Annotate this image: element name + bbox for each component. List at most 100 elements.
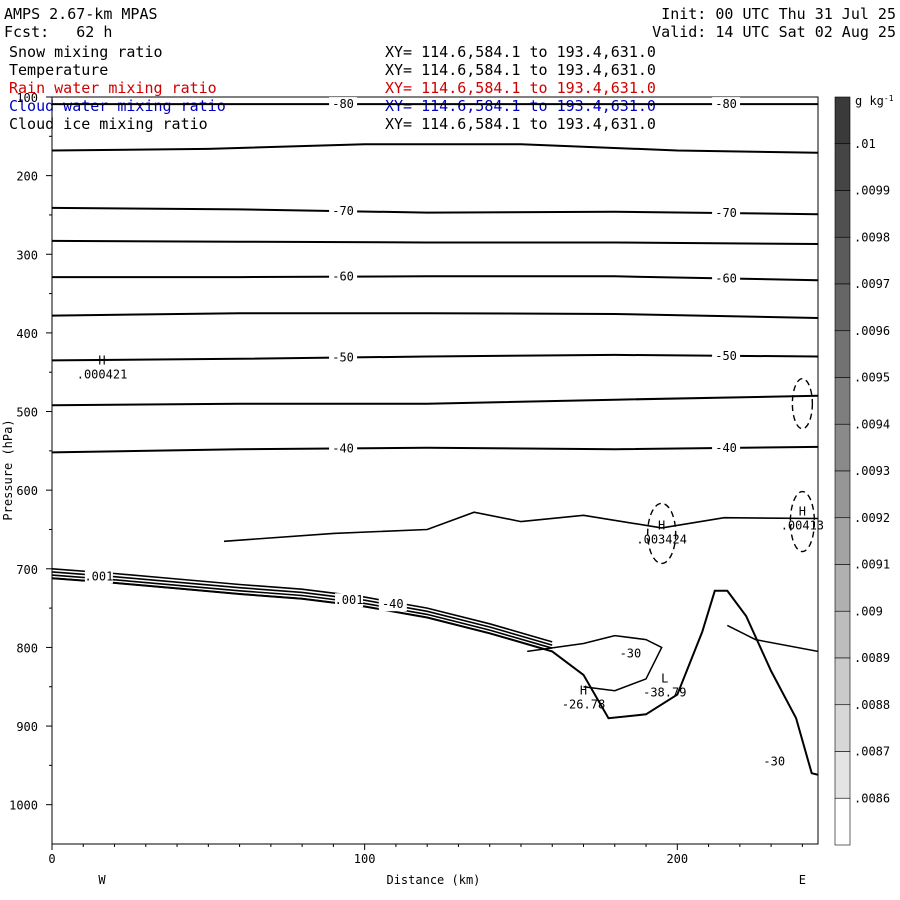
- colorbar-swatch: [834, 190, 851, 238]
- isotherm-label-bg: [329, 204, 358, 219]
- isotherm-label: -60: [332, 270, 354, 284]
- forecast-hour: Fcst: 62 h: [4, 23, 113, 41]
- field-name: Rain water mixing ratio: [9, 79, 217, 97]
- colorbar-label: .0089: [854, 651, 890, 665]
- extremum-value: .00413: [781, 518, 824, 532]
- field-xy-range: XY= 114.6,584.1 to 193.4,631.0: [385, 79, 656, 97]
- colorbar-swatch: [834, 96, 851, 145]
- isotherm-label: -70: [715, 206, 737, 220]
- contour-label-bg: [378, 597, 407, 612]
- isotherm-line: [52, 275, 818, 282]
- isotherm-label-bg: [712, 440, 741, 455]
- y-tick-label: 300: [16, 248, 38, 262]
- low-level-contour: [52, 574, 553, 649]
- valid-time: Valid: 14 UTC Sat 02 Aug 25: [652, 23, 896, 41]
- contour-label: .001: [335, 593, 364, 607]
- colorbar-label: .0093: [854, 464, 890, 478]
- colorbar-label: .0088: [854, 698, 890, 712]
- isotherm-line: [52, 312, 818, 319]
- extremum-marker: H: [580, 684, 587, 698]
- colorbar-label: .0099: [854, 184, 890, 198]
- isotherm-label: -80: [332, 97, 354, 111]
- colorbar-swatch: [834, 564, 851, 612]
- contour-label-bg: [760, 754, 789, 769]
- isotherm-line: [52, 445, 818, 454]
- y-tick-label: 100: [16, 91, 38, 105]
- temperature-contour: [223, 511, 818, 543]
- colorbar-swatch: [834, 377, 851, 425]
- colorbar-label: .0097: [854, 277, 890, 291]
- isotherm-label: -70: [332, 204, 354, 218]
- isotherm-label: -50: [332, 351, 354, 365]
- colorbar-label: .009: [854, 604, 883, 618]
- isotherm-label: -40: [715, 441, 737, 455]
- isotherm-label-bg: [712, 97, 741, 112]
- y-tick-label: 700: [16, 563, 38, 577]
- isotherm-label: -60: [715, 271, 737, 285]
- contour-label: .001: [84, 570, 113, 584]
- colorbar-label: .0095: [854, 371, 890, 385]
- y-tick-label: 900: [16, 720, 38, 734]
- field-xy-range: XY= 114.6,584.1 to 193.4,631.0: [385, 43, 656, 61]
- colorbar-label: .0086: [854, 791, 890, 805]
- field-name: Temperature: [9, 61, 109, 79]
- colorbar-swatch: [834, 517, 851, 565]
- colorbar-swatch: [834, 283, 851, 332]
- colorbar-swatch: [834, 143, 851, 191]
- colorbar-swatch: [834, 797, 851, 846]
- colorbar-label: .0098: [854, 230, 890, 244]
- isotherm-label-bg: [712, 206, 741, 221]
- isotherm-label-bg: [329, 441, 358, 456]
- contour-label: -30: [763, 754, 785, 768]
- y-tick-label: 800: [16, 641, 38, 655]
- colorbar-swatch: [834, 704, 851, 752]
- colorbar-swatch: [834, 236, 851, 285]
- field-xy-range: XY= 114.6,584.1 to 193.4,631.0: [385, 61, 656, 79]
- field-name: Snow mixing ratio: [9, 43, 163, 61]
- extremum-value: .000421: [77, 367, 128, 381]
- y-tick-label: 200: [16, 170, 38, 184]
- contour-label-bg: [84, 569, 113, 584]
- isotherm-label: -40: [332, 441, 354, 455]
- init-time: Init: 00 UTC Thu 31 Jul 25: [661, 5, 896, 23]
- plot-frame: [51, 96, 819, 845]
- extremum-value: -26.78: [562, 698, 605, 712]
- y-axis-label: Pressure (hPa): [1, 419, 15, 520]
- extremum-value: -38.79: [643, 686, 686, 700]
- colorbar-label: .01: [854, 137, 876, 151]
- terrain-contour: [52, 577, 818, 776]
- extremum-value: .003424: [636, 532, 687, 546]
- x-tick-label: 200: [666, 852, 688, 866]
- cloud-ice-contour: [646, 502, 677, 565]
- isotherm-label-bg: [329, 350, 358, 365]
- isotherm-line: [52, 239, 818, 245]
- cloud-ice-contour: [789, 490, 816, 553]
- cloud-ice-contour: [791, 377, 814, 430]
- extremum-marker: H: [98, 353, 105, 367]
- isotherm-label: -50: [715, 349, 737, 363]
- extremum-marker: L: [661, 672, 668, 686]
- contour-layer: -80 -80 -70 -70 -60 -60 -50 -50 -40 -40: [52, 97, 818, 776]
- colorbar-swatch: [834, 751, 851, 799]
- x-axis-label: Distance (km): [386, 873, 480, 887]
- isotherm-label-bg: [712, 348, 741, 363]
- isotherm-line: [52, 143, 818, 154]
- field-name: Cloud ice mixing ratio: [9, 115, 208, 133]
- isotherm-label-bg: [329, 97, 358, 112]
- colorbar-label: .0091: [854, 558, 890, 572]
- y-tick-label: 1000: [9, 799, 38, 813]
- colorbar-swatch: [834, 610, 851, 659]
- field-xy-range: XY= 114.6,584.1 to 193.4,631.0: [385, 97, 656, 115]
- model-title: AMPS 2.67-km MPAS: [4, 5, 158, 23]
- isotherm-label-bg: [329, 269, 358, 284]
- temperature-contour: [527, 634, 663, 692]
- colorbar-swatch: [834, 657, 851, 706]
- isotherm-label: -80: [715, 97, 737, 111]
- isotherm-line: [52, 206, 818, 216]
- direction-west: W: [98, 873, 106, 887]
- y-tick-label: 500: [16, 406, 38, 420]
- extremum-marker: H: [799, 504, 806, 518]
- contour-label: -30: [620, 647, 642, 661]
- isotherm-line: [52, 353, 818, 362]
